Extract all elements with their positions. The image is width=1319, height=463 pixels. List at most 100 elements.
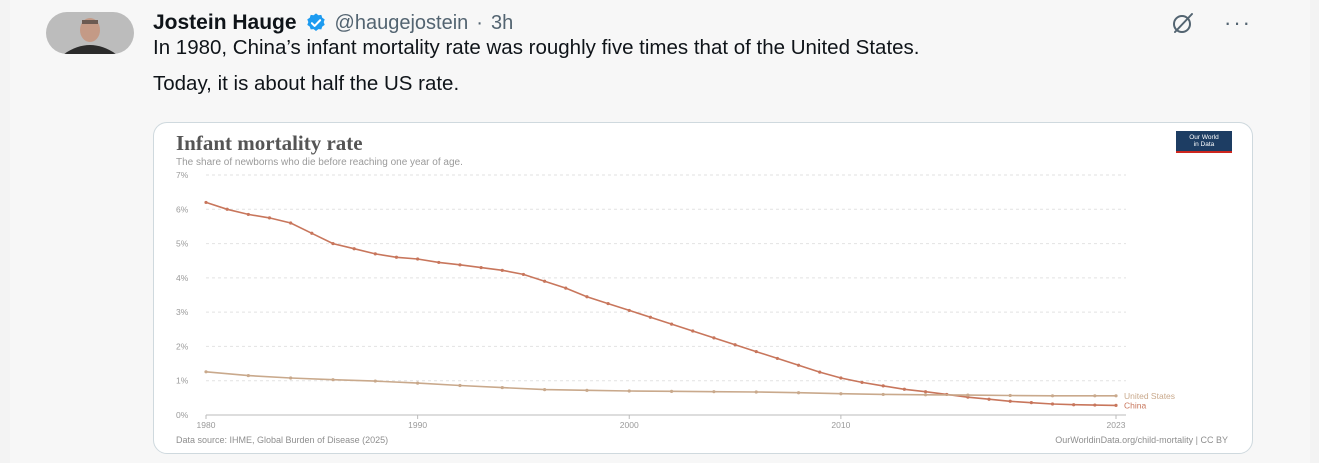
y-tick-label: 2% [176,341,189,351]
series-point [310,231,314,235]
series-point [796,391,801,395]
series-point [373,252,377,256]
series-point [881,392,885,397]
series-point [521,272,526,277]
series-point [416,257,420,261]
series-point [818,370,822,374]
series-point [627,389,631,393]
y-tick-label: 7% [176,170,189,180]
series-point [1072,403,1076,407]
tweet-text-paragraph-2: Today, it is about half the US rate. [153,72,460,95]
series-point [246,212,250,217]
owid-logo-icon: Our World in Data [1176,131,1232,153]
series-point [458,383,462,388]
tweet-text: In 1980, China’s infant mortality rate w… [153,36,1263,96]
series-point [754,349,758,354]
series-end-label: United States [1124,391,1175,401]
series-point [500,385,504,390]
series-point [564,286,568,290]
series-point [585,388,589,392]
series-point [373,379,377,383]
series-point [775,356,779,361]
series-point [331,378,335,382]
series-point [479,265,483,270]
series-point [204,370,208,374]
series-point [267,216,272,220]
series-point [289,376,293,380]
tweet-actions: ··· [1170,10,1252,36]
author-name[interactable]: Jostein Hauge [153,11,297,34]
series-point [416,381,420,385]
series-point [437,260,441,265]
series-point [860,380,864,385]
series-point [1050,394,1055,398]
series-point [331,241,335,246]
chart-footer-url: OurWorldinData.org/child-mortality | CC … [1055,435,1228,445]
avatar[interactable] [46,12,134,54]
series-point [1029,401,1033,405]
series-point [669,389,674,393]
series-point [500,268,504,272]
tweet[interactable]: Jostein Hauge @haugejostein · 3h ··· In … [10,0,1310,463]
series-point [881,384,885,388]
series-point [1050,402,1055,406]
tweet-header: Jostein Hauge @haugejostein · 3h [153,10,513,36]
series-point [585,295,589,299]
series-point [966,393,970,397]
author-handle[interactable]: @haugejostein [334,11,469,34]
series-point [648,315,653,319]
avatar-photo-icon [46,12,134,54]
series-point [246,373,250,378]
more-options-icon[interactable]: ··· [1224,10,1252,35]
series-point [1008,399,1012,403]
series-point [204,200,208,205]
series-point [691,329,695,333]
x-tick-label: 2023 [1107,420,1126,430]
x-tick-label: 1980 [197,420,216,430]
series-point [352,247,356,251]
y-tick-label: 4% [176,273,189,283]
x-tick-label: 2010 [831,420,850,430]
series-point [754,390,758,394]
series-point [1093,403,1097,407]
chart-data-source: Data source: IHME, Global Burden of Dise… [176,435,389,445]
series-line [205,371,1116,397]
series-point [1114,394,1118,398]
series-point [1008,393,1012,398]
y-tick-label: 1% [176,376,189,386]
chart-image-card[interactable]: Infant mortality rate The share of newbo… [153,122,1253,454]
line-chart: 0% 1% 2% 3% 4% 5% 6% 7% 1980 1990 2000 2010 2023 Chin… [176,170,1175,430]
series-point [712,336,716,340]
series-point [627,308,631,313]
tweet-timestamp[interactable]: 3h [490,11,514,34]
tweet-text-paragraph-1: In 1980, China’s infant mortality rate w… [153,36,920,59]
series-point [902,387,906,391]
series-point [923,390,928,394]
chart-title: Infant mortality rate [176,131,363,155]
series-point [543,388,547,392]
series-point [712,390,716,394]
verified-badge-icon [306,13,325,31]
series-point [839,376,843,380]
series-point [1114,403,1118,407]
header-separator: · [476,11,483,34]
series-point [543,279,547,283]
y-tick-label: 3% [176,307,189,317]
grok-icon[interactable] [1170,11,1196,35]
y-tick-label: 6% [176,204,189,214]
y-tick-label: 5% [176,239,189,249]
series-point [669,322,674,326]
series-point [987,397,991,401]
series-point [839,392,843,396]
y-tick-label: 0% [176,410,189,420]
chart-subtitle: The share of newborns who die before rea… [176,157,463,168]
series-point [606,301,610,306]
series-point [1093,394,1097,398]
owid-logo-line-1: Our World [1189,134,1219,141]
x-tick-label: 2000 [620,420,639,430]
series-point [458,263,462,267]
series-line [205,201,1117,407]
series-point [225,207,229,211]
series-end-label: China [1124,400,1146,410]
series-point [394,255,399,259]
